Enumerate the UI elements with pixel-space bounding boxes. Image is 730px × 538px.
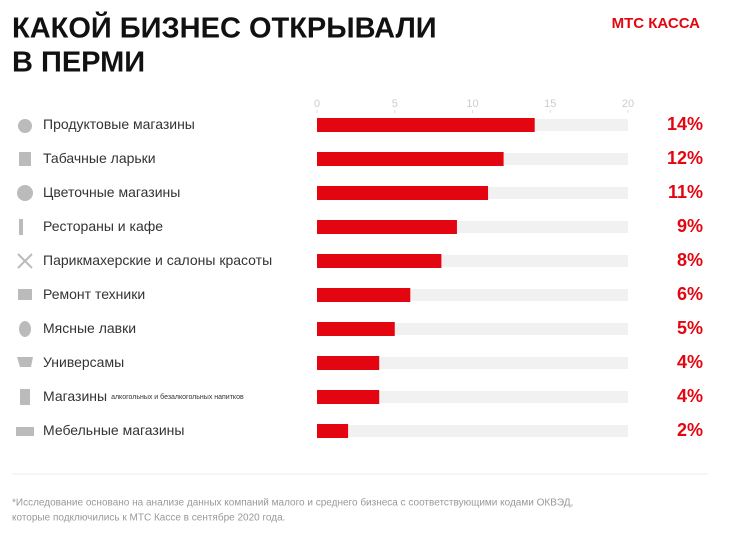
category-name: Рестораны и кафе: [43, 218, 163, 234]
category-icon: [17, 253, 33, 269]
value-label: 11%: [668, 182, 703, 202]
icon-shape: [17, 357, 33, 367]
icon-shape: [17, 253, 33, 269]
value-label: 6%: [677, 284, 703, 304]
chart-title: КАКОЙ БИЗНЕС ОТКРЫВАЛИ: [12, 11, 437, 45]
category-icon: [19, 219, 23, 235]
category-icon: [19, 321, 31, 337]
bar: [317, 220, 457, 234]
value-label: 9%: [677, 216, 703, 236]
category-name: Продуктовые магазины: [43, 116, 195, 132]
icon-shape: [18, 289, 32, 300]
brand: МТС КАССА: [612, 15, 701, 32]
value-label: 4%: [677, 386, 703, 406]
bar: [317, 152, 504, 166]
category-name: Мебельные магазины: [43, 422, 184, 438]
category-label: Универсамы: [43, 354, 124, 370]
category-name: Парикмахерские и салоны красоты: [43, 252, 272, 268]
icon-shape: [19, 152, 31, 166]
value-label: 12%: [667, 148, 703, 168]
category-label: Парикмахерские и салоны красоты: [43, 252, 272, 268]
bar: [317, 390, 380, 404]
category-icon: [17, 357, 33, 367]
category-label: Рестораны и кафе: [43, 218, 163, 234]
icon-shape: [18, 119, 32, 133]
icon-shape: [16, 427, 34, 436]
category-label: Цветочные магазины: [43, 184, 180, 200]
icon-shape: [19, 321, 31, 337]
category-icon: [18, 289, 32, 300]
bar-track: [317, 391, 628, 403]
category-name: Цветочные магазины: [43, 184, 180, 200]
bar: [317, 424, 349, 438]
value-label: 4%: [677, 352, 703, 372]
x-tick-label: 5: [392, 98, 398, 110]
bar: [317, 356, 380, 370]
category-subtitle: алкогольных и безалкогольных напитков: [111, 393, 244, 401]
bar-track: [317, 425, 628, 437]
value-label: 2%: [677, 420, 703, 440]
x-tick-label: 15: [544, 98, 556, 110]
icon-shape: [19, 219, 23, 235]
category-label: Продуктовые магазины: [43, 116, 195, 132]
icon-shape: [17, 185, 33, 201]
category-icon: [18, 119, 32, 133]
category-name: Мясные лавки: [43, 320, 136, 336]
category-label: Мебельные магазины: [43, 422, 184, 438]
category-name: Универсамы: [43, 354, 124, 370]
category-label: Мясные лавки: [43, 320, 136, 336]
icon-shape: [20, 389, 30, 405]
category-icon: [17, 185, 33, 201]
category-label: Ремонт техники: [43, 286, 145, 302]
bar: [317, 186, 489, 200]
x-tick-label: 20: [622, 98, 634, 110]
x-tick-label: 0: [314, 98, 320, 110]
category-icon: [20, 389, 30, 405]
category-name: Магазины: [43, 388, 107, 404]
value-label: 8%: [677, 250, 703, 270]
category-name: Табачные ларьки: [43, 150, 156, 166]
bar-track: [317, 357, 628, 369]
bar: [317, 118, 535, 132]
value-label: 5%: [677, 318, 703, 338]
footnote: которые подключились к МТС Кассе в сентя…: [12, 512, 285, 524]
chart-title: В ПЕРМИ: [12, 47, 145, 79]
category-label: Табачные ларьки: [43, 150, 156, 166]
x-tick-label: 10: [466, 98, 478, 110]
category-label: Магазины алкогольных и безалкогольных нап…: [43, 388, 244, 404]
bar: [317, 254, 442, 268]
bar: [317, 322, 395, 336]
category-icon: [19, 152, 31, 166]
bar: [317, 288, 411, 302]
category-name: Ремонт техники: [43, 286, 145, 302]
category-icon: [16, 427, 34, 436]
footnote: *Исследование основано на анализе данных…: [12, 497, 573, 509]
value-label: 14%: [667, 114, 703, 134]
